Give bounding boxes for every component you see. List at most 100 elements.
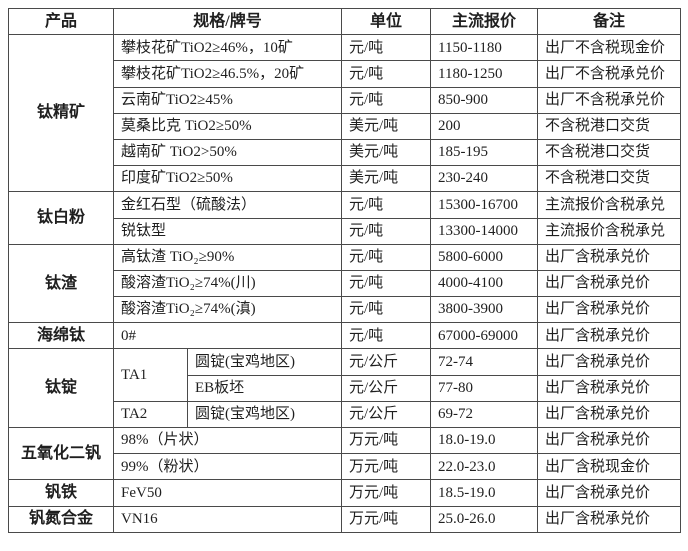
table-row: 钛渣 高钛渣 TiO₂≥90% 元/吨 5800-6000 出厂含税承兑价 <box>8 243 682 324</box>
unit-cell: 美元/吨 <box>341 165 432 193</box>
grade-cell: TA2 <box>113 400 188 429</box>
header-spec: 规格/牌号 <box>112 7 343 36</box>
price-cell: 850-900 <box>430 86 539 114</box>
header-row: 产品 规格/牌号 单位 主流报价 备注 <box>8 7 682 36</box>
price-cell: 3800-3900 <box>430 296 539 324</box>
note-cell: 出厂含税承兑价 <box>537 400 682 429</box>
price-cell: 1150-1180 <box>430 34 539 62</box>
header-price: 主流报价 <box>430 7 539 36</box>
note-cell: 主流报价含税承兑 <box>537 217 682 245</box>
price-cell: 77-80 <box>430 374 539 402</box>
price-cell: 22.0-23.0 <box>430 453 539 481</box>
table-row: 钒铁 FeV50 万元/吨 18.5-19.0 出厂含税承兑价 <box>8 479 682 507</box>
page: 产品 规格/牌号 单位 主流报价 备注 钛精矿 攀枝花矿TiO2≥46%，10矿… <box>8 7 682 533</box>
product-cell: 海绵钛 <box>8 322 114 350</box>
note-cell: 不含税港口交货 <box>537 165 682 193</box>
table-row: 锐钛型 元/吨 13300-14000 主流报价含税承兑 <box>9 217 682 245</box>
note-cell: 出厂不含税承兑价 <box>537 86 682 114</box>
spec-cell: 金红石型（硫酸法） <box>112 191 343 219</box>
spec-cell: 圆锭(宝鸡地区) <box>186 400 343 429</box>
table-row: 钛锭 TA1 圆锭(宝鸡地区) 元/公斤 72-74 出厂含税承兑价 <box>8 348 682 428</box>
header-note: 备注 <box>537 7 682 36</box>
unit-cell: 元/公斤 <box>341 348 432 376</box>
note-cell: 出厂含税承兑价 <box>537 505 682 533</box>
unit-cell: 元/公斤 <box>341 374 432 402</box>
price-cell: 18.5-19.0 <box>430 479 539 507</box>
price-cell: 185-195 <box>430 138 539 167</box>
spec-cell: FeV50 <box>112 479 343 507</box>
header-unit: 单位 <box>341 7 432 36</box>
spec-cell: 攀枝花矿TiO2≥46.5%，20矿 <box>112 60 343 88</box>
price-cell: 5800-6000 <box>430 243 539 271</box>
unit-cell: 美元/吨 <box>341 138 432 167</box>
unit-cell: 万元/吨 <box>341 426 432 455</box>
unit-cell: 万元/吨 <box>341 453 432 481</box>
spec-cell: 莫桑比克 TiO2≥50% <box>112 112 343 140</box>
spec-cell: 越南矿 TiO2>50% <box>112 138 343 167</box>
note-cell: 出厂不含税承兑价 <box>537 60 682 88</box>
price-cell: 200 <box>430 112 539 140</box>
table-row: 海绵钛 0# 元/吨 67000-69000 出厂含税承兑价 <box>8 322 682 350</box>
table-row: 酸溶渣TiO₂≥74%(川) 元/吨 4000-4100 出厂含税承兑价 <box>9 269 682 298</box>
unit-cell: 美元/吨 <box>341 112 432 140</box>
price-cell: 1180-1250 <box>430 60 539 88</box>
table-row: 钛精矿 攀枝花矿TiO2≥46%，10矿 元/吨 1150-1180 出厂不含税… <box>8 34 682 193</box>
unit-cell: 万元/吨 <box>341 505 432 533</box>
spec-cell: 攀枝花矿TiO2≥46%，10矿 <box>112 34 343 62</box>
price-cell: 69-72 <box>430 400 539 429</box>
table-row: 越南矿 TiO2>50% 美元/吨 185-195 不含税港口交货 <box>9 138 682 167</box>
price-cell: 230-240 <box>430 165 539 193</box>
table-row: 云南矿TiO2≥45% 元/吨 850-900 出厂不含税承兑价 <box>9 86 682 114</box>
table-row: 酸溶渣TiO₂≥74%(滇) 元/吨 3800-3900 出厂含税承兑价 <box>9 296 682 324</box>
note-cell: 出厂含税承兑价 <box>537 296 682 324</box>
note-cell: 不含税港口交货 <box>537 112 682 140</box>
note-cell: 出厂含税承兑价 <box>537 374 682 402</box>
unit-cell: 元/吨 <box>341 86 432 114</box>
price-cell: 15300-16700 <box>430 191 539 219</box>
product-cell: 钛渣 <box>8 243 114 324</box>
spec-cell: EB板坯 <box>186 374 343 402</box>
note-cell: 出厂含税承兑价 <box>537 479 682 507</box>
unit-cell: 元/吨 <box>341 296 432 324</box>
product-cell: 钒铁 <box>8 479 114 507</box>
spec-cell: 98%（片状） <box>112 426 343 455</box>
table-row: 钛白粉 金红石型（硫酸法） 元/吨 15300-16700 主流报价含税承兑 <box>8 191 682 245</box>
unit-cell: 元/吨 <box>341 191 432 219</box>
unit-cell: 元/公斤 <box>341 400 432 429</box>
product-cell: 五氧化二钒 <box>8 426 114 481</box>
product-cell: 钒氮合金 <box>8 505 114 533</box>
unit-cell: 元/吨 <box>341 60 432 88</box>
spec-cell: 酸溶渣TiO₂≥74%(滇) <box>112 296 343 324</box>
spec-cell: 圆锭(宝鸡地区) <box>186 348 343 376</box>
note-cell: 出厂含税承兑价 <box>537 269 682 298</box>
spec-cell: 99%（粉状） <box>112 453 343 481</box>
note-cell: 不含税港口交货 <box>537 138 682 167</box>
note-cell: 出厂含税承兑价 <box>537 243 682 271</box>
table-row: 钒氮合金 VN16 万元/吨 25.0-26.0 出厂含税承兑价 <box>8 505 682 533</box>
spec-cell: 0# <box>112 322 343 350</box>
table-row: TA2 圆锭(宝鸡地区) 元/公斤 69-72 出厂含税承兑价 <box>9 400 682 429</box>
spec-cell: 锐钛型 <box>112 217 343 245</box>
unit-cell: 万元/吨 <box>341 479 432 507</box>
table-row: 印度矿TiO2≥50% 美元/吨 230-240 不含税港口交货 <box>9 165 682 193</box>
spec-cell: 高钛渣 TiO₂≥90% <box>112 243 343 271</box>
table-row: 攀枝花矿TiO2≥46.5%，20矿 元/吨 1180-1250 出厂不含税承兑… <box>9 60 682 88</box>
price-cell: 18.0-19.0 <box>430 426 539 455</box>
price-cell: 4000-4100 <box>430 269 539 298</box>
price-table: 产品 规格/牌号 单位 主流报价 备注 钛精矿 攀枝花矿TiO2≥46%，10矿… <box>8 7 682 533</box>
price-cell: 13300-14000 <box>430 217 539 245</box>
header-product: 产品 <box>8 7 114 36</box>
price-cell: 72-74 <box>430 348 539 376</box>
note-cell: 出厂含税现金价 <box>537 453 682 481</box>
table-row: 莫桑比克 TiO2≥50% 美元/吨 200 不含税港口交货 <box>9 112 682 140</box>
spec-cell: VN16 <box>112 505 343 533</box>
price-cell: 67000-69000 <box>430 322 539 350</box>
table-row: 五氧化二钒 98%（片状） 万元/吨 18.0-19.0 出厂含税承兑价 <box>8 426 682 481</box>
unit-cell: 元/吨 <box>341 269 432 298</box>
product-cell: 钛锭 <box>8 348 114 428</box>
grade-cell: TA1 <box>113 348 188 402</box>
note-cell: 出厂含税承兑价 <box>537 348 682 376</box>
note-cell: 出厂不含税现金价 <box>537 34 682 62</box>
product-cell: 钛白粉 <box>8 191 114 245</box>
spec-cell: 酸溶渣TiO₂≥74%(川) <box>112 269 343 298</box>
